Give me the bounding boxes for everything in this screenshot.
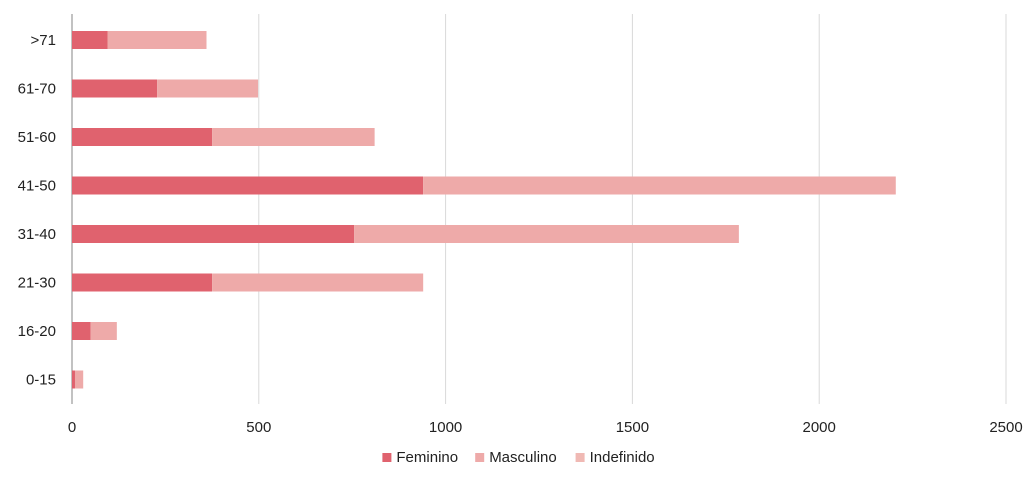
y-category-label: 61-70: [18, 81, 56, 98]
bar-segment-feminino: [72, 225, 355, 243]
bar-segment-masculino: [90, 322, 117, 340]
bar-segment-masculino: [107, 31, 207, 49]
x-axis: 0 500 1000 1500 2000 2500: [68, 419, 1023, 436]
bar-segment-feminino: [72, 273, 213, 292]
bar-segment-feminino: [72, 176, 424, 195]
bar-segment-masculino: [74, 370, 84, 389]
bar-segment-masculino: [354, 225, 739, 243]
y-category-label: >71: [31, 32, 56, 49]
y-category-label: 21-30: [18, 275, 56, 292]
x-tick-label: 1500: [616, 419, 649, 436]
legend-swatch: [575, 453, 585, 462]
bar-segment-masculino: [423, 176, 896, 195]
bar-segment-masculino: [212, 128, 375, 146]
x-tick-label: 2000: [803, 419, 836, 436]
bar-segment-feminino: [72, 128, 213, 146]
y-category-label: 41-50: [18, 178, 56, 195]
x-tick-label: 500: [246, 419, 271, 436]
y-axis: >71 61-70 51-60 41-50 31-40 21-30 16-20 0-15: [18, 32, 56, 389]
legend-label: Indefinido: [590, 449, 655, 466]
bar-segment-feminino: [72, 79, 158, 98]
legend: Feminino Masculino Indefinido: [382, 449, 655, 466]
x-tick-label: 2500: [989, 419, 1022, 436]
legend-swatch: [382, 453, 392, 462]
bars: [72, 31, 896, 389]
y-category-label: 0-15: [26, 372, 56, 389]
legend-label: Masculino: [489, 449, 557, 466]
legend-item-masculino: Masculino: [475, 449, 557, 466]
gridlines: [71, 14, 1007, 404]
legend-swatch: [475, 453, 485, 462]
bar-segment-feminino: [72, 31, 108, 49]
y-category-label: 51-60: [18, 129, 56, 146]
y-category-label: 16-20: [18, 323, 56, 340]
bar-segment-feminino: [72, 370, 75, 389]
bar-segment-feminino: [72, 322, 91, 340]
bar-segment-masculino: [157, 79, 259, 98]
legend-item-feminino: Feminino: [382, 449, 458, 466]
x-tick-label: 1000: [429, 419, 462, 436]
legend-label: Feminino: [396, 449, 458, 466]
y-category-label: 31-40: [18, 226, 56, 243]
x-tick-label: 0: [68, 419, 76, 436]
bar-segment-masculino: [212, 273, 424, 292]
legend-item-indefinido: Indefinido: [575, 449, 655, 466]
